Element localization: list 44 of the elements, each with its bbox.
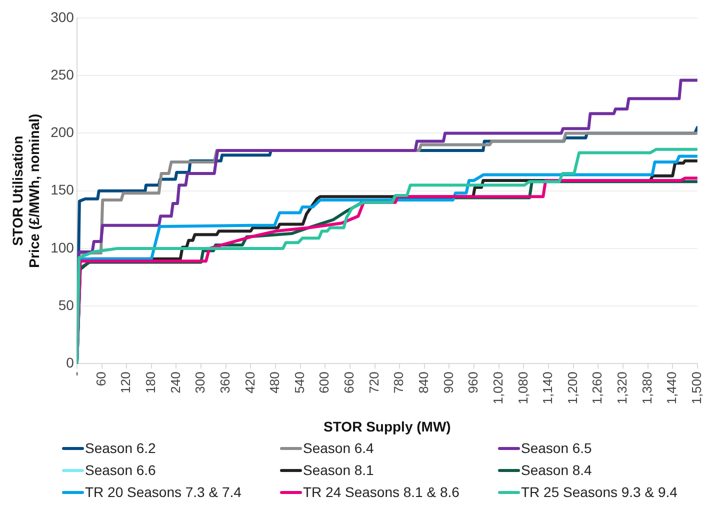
x-tick-label: 1,320 xyxy=(614,372,630,404)
x-tick-label: 180 xyxy=(142,372,158,394)
x-tick-label: 360 xyxy=(217,372,232,394)
x-tick-label: 1,500 xyxy=(688,372,704,404)
y-tick-label: 300 xyxy=(50,8,74,25)
x-tick-label: 780 xyxy=(391,372,406,394)
legend-label: TR 25 Seasons 9.3 & 9.4 xyxy=(521,484,678,500)
legend-label: Season 6.5 xyxy=(521,440,592,456)
y-tick-label: 250 xyxy=(50,66,74,82)
x-tick-label: 120 xyxy=(118,372,134,394)
x-tick-label: 960 xyxy=(466,372,481,394)
legend-label: TR 24 Seasons 8.1 & 8.6 xyxy=(303,484,460,500)
legend-label: Season 6.4 xyxy=(303,440,374,456)
x-tick-label: 660 xyxy=(342,372,357,394)
x-axis-title: STOR Supply (MW) xyxy=(324,418,451,434)
x-tick-label: 1,260 xyxy=(590,372,605,404)
legend-label: Season 6.6 xyxy=(85,462,156,478)
x-tick-label: 1,140 xyxy=(540,372,556,404)
y-axis-title: STOR Utilisation Price (£/MWh, nominal) xyxy=(9,114,42,268)
x-tick-label: 1,080 xyxy=(515,372,530,404)
legend-label: Season 8.4 xyxy=(521,462,592,478)
legend-label: Season 8.1 xyxy=(303,462,374,478)
x-tick-label: 600 xyxy=(316,372,332,394)
x-tick-label: 420 xyxy=(242,372,258,394)
legend-label: Season 6.2 xyxy=(85,440,156,456)
x-tick-label: 900 xyxy=(440,372,456,394)
x-tick-label: 540 xyxy=(292,372,307,394)
x-tick-label: 1,380 xyxy=(639,372,654,404)
x-tick-label: 240 xyxy=(168,372,183,394)
x-tick-label: 840 xyxy=(416,372,431,394)
x-tick-label: 480 xyxy=(267,372,282,394)
y-tick-label: 100 xyxy=(50,239,74,256)
x-tick-label: 1,200 xyxy=(564,372,580,404)
x-tick-label: 1,020 xyxy=(490,372,506,404)
y-tick-label: 200 xyxy=(50,124,74,140)
legend-label: TR 20 Seasons 7.3 & 7.4 xyxy=(85,484,242,500)
x-tick-label: 60 xyxy=(93,372,108,386)
x-tick-label: - xyxy=(68,372,84,376)
y-tick-label: 150 xyxy=(50,182,74,198)
x-tick-label: 720 xyxy=(366,372,382,394)
y-tick-label: 0 xyxy=(66,354,74,371)
x-tick-label: 300 xyxy=(192,372,208,394)
x-tick-label: 1,440 xyxy=(664,372,680,404)
y-tick-label: 50 xyxy=(58,296,74,313)
